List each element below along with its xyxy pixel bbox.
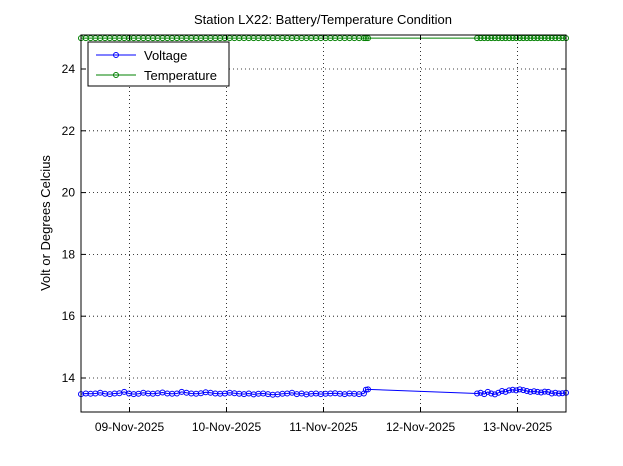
temperature-point [538,35,545,42]
voltage-point [545,388,552,395]
y-tick-label: 22 [62,124,76,138]
y-tick-label: 20 [62,186,76,200]
voltage-point [506,387,513,394]
voltage-point [531,388,537,395]
temperature-point [509,35,516,42]
voltage-point [523,388,530,394]
temperature-point [488,35,495,42]
voltage-point [502,388,509,395]
grid [81,35,566,412]
voltage-point [527,388,534,395]
voltage-point [509,386,516,393]
temperature-point [520,35,527,42]
temperature-point [552,35,559,42]
legend-box [87,41,230,87]
series-layer [78,35,569,398]
temperature-point [506,35,513,42]
voltage-point [559,390,566,397]
legend-voltage-label: Voltage [144,48,187,63]
temperature-point [499,35,505,42]
y-tick-label: 18 [62,247,76,261]
voltage-point [491,391,498,398]
temperature-point [534,35,541,42]
voltage-point [541,388,548,395]
y-axis-label: Volt or Degrees Celcius [38,155,53,291]
voltage-point [474,390,481,397]
temperature-point [360,35,367,42]
x-tick-label: 13-Nov-2025 [483,420,553,434]
y-tick-label: 14 [62,371,76,385]
x-tick-label: 11-Nov-2025 [289,420,358,434]
temperature-point [502,35,509,42]
y-tick-label: 16 [62,309,76,323]
x-tick-label: 09-Nov-2025 [95,420,165,434]
chart-title: Station LX22: Battery/Temperature Condit… [194,12,452,27]
voltage-point [488,390,495,397]
voltage-point [534,388,541,395]
voltage-point [555,390,562,397]
voltage-point [520,387,527,394]
voltage-point [365,386,371,393]
voltage-point [538,389,545,396]
temperature-point [491,35,498,42]
legend: Voltage Temperature [87,41,230,87]
temperature-point [555,35,562,42]
ticks: 09-Nov-2025 10-Nov-2025 11-Nov-2025 12-Nov-… [62,35,566,434]
x-tick-label: 10-Nov-2025 [192,420,262,434]
legend-temperature-label: Temperature [144,68,217,83]
voltage-point [499,388,505,394]
voltage-point [552,389,559,396]
temperature-point [474,35,481,42]
legend-temperature-marker [113,72,119,78]
temperature-point [545,35,552,42]
temperature-point [527,35,534,42]
voltage-point [477,389,484,396]
temperature-point [559,35,566,42]
temperature-point [523,35,530,42]
temperature-point [513,35,520,42]
series-voltage [78,386,569,398]
temperature-point [548,35,555,42]
voltage-point [484,388,491,395]
temperature-point [541,35,548,42]
legend-voltage-marker [113,52,119,58]
temperature-point [481,35,488,42]
temperature-point [484,35,491,42]
temperature-point [477,35,484,42]
voltage-point [513,387,520,394]
voltage-point [516,386,523,393]
y-tick-label: 24 [62,62,76,76]
x-tick-label: 12-Nov-2025 [386,420,456,434]
temperature-point [365,35,371,42]
temperature-point [495,35,502,42]
voltage-point [548,390,555,397]
temperature-point [362,35,369,42]
temperature-point [531,35,537,42]
series-temperature [78,35,569,42]
